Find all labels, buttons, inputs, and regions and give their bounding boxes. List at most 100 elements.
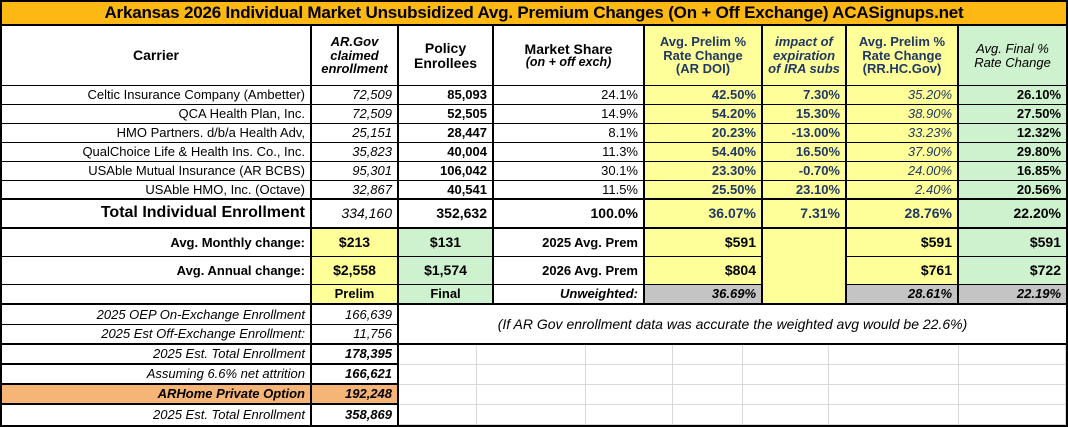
ira-impact: -13.00% [763, 124, 847, 143]
prelim-tag: Prelim [312, 285, 399, 305]
final-rate: 26.10% [959, 86, 1066, 105]
enrollment-row: 2025 Est. Total Enrollment 178,395 [2, 345, 399, 365]
prelim-rrhc-rate: 24.00% [847, 162, 959, 181]
argov-enrollment: 35,823 [312, 143, 399, 162]
prem-2025-final: $591 [959, 229, 1066, 257]
market-share: 11.3% [494, 143, 645, 162]
total-ardoi: 36.07% [645, 200, 763, 229]
ira-merged-cell [763, 229, 847, 257]
argov-enrollment: 72,509 [312, 86, 399, 105]
enrollment-mini-table: 2025 OEP On-Exchange Enrollment 166,639 … [2, 305, 399, 425]
policy-enrollees: 85,093 [399, 86, 494, 105]
arhome-value: 192,248 [312, 385, 399, 405]
policy-enrollees: 28,447 [399, 124, 494, 143]
unweighted-label: Unweighted: [494, 285, 645, 305]
carrier-name: Celtic Insurance Company (Ambetter) [2, 86, 312, 105]
col-header-prelim-rrhc: Avg. Prelim % Rate Change (RR.HC.Gov) [847, 26, 959, 86]
prelim-ardoi-rate: 54.40% [645, 143, 763, 162]
final-rate: 20.56% [959, 181, 1066, 200]
ira-merged-cell [763, 285, 847, 305]
policy-enrollees: 40,541 [399, 181, 494, 200]
carrier-row: USAble HMO, Inc. (Octave) 32,867 40,541 … [2, 181, 1066, 200]
enrollment-row: 2025 Est. Total Enrollment 358,869 [2, 405, 399, 425]
enrollment-label: Assuming 6.6% net attrition [2, 365, 312, 385]
unweighted-rrhc: 28.61% [847, 285, 959, 305]
col-header-final-rate: Avg. Final % Rate Change [959, 26, 1066, 86]
avg-monthly-prelim: $213 [312, 229, 399, 257]
market-share-sublabel: (on + off exch) [525, 55, 612, 70]
carrier-name: USAble HMO, Inc. (Octave) [2, 181, 312, 200]
prem-2025-rrhc: $591 [847, 229, 959, 257]
prelim-ardoi-rate: 42.50% [645, 86, 763, 105]
enrollment-label: 2025 OEP On-Exchange Enrollment [2, 305, 312, 325]
sheet-title: Arkansas 2026 Individual Market Unsubsid… [2, 2, 1066, 26]
carrier-name: QualChoice Life & Health Ins. Co., Inc. [2, 143, 312, 162]
enrollment-value: 166,621 [312, 365, 399, 385]
ira-impact: 15.30% [763, 105, 847, 124]
prelim-rrhc-rate: 38.90% [847, 105, 959, 124]
enrollment-row-arhome: ARHome Private Option 192,248 [2, 385, 399, 405]
avg-annual-label: Avg. Annual change: [2, 257, 312, 285]
carrier-row: Celtic Insurance Company (Ambetter) 72,5… [2, 86, 1066, 105]
enrollment-label: 2025 Est Off-Exchange Enrollment: [2, 325, 312, 345]
prelim-rrhc-rate: 35.20% [847, 86, 959, 105]
carrier-row: QualChoice Life & Health Ins. Co., Inc. … [2, 143, 1066, 162]
accuracy-note: (If AR Gov enrollment data was accurate … [399, 305, 1066, 345]
carrier-name: QCA Health Plan, Inc. [2, 105, 312, 124]
prelim-ardoi-rate: 23.30% [645, 162, 763, 181]
prelim-ardoi-rate: 54.20% [645, 105, 763, 124]
avg-annual-final: $1,574 [399, 257, 494, 285]
enrollment-value: 178,395 [312, 345, 399, 365]
avg-annual-row: Avg. Annual change: $2,558 $1,574 2026 A… [2, 257, 1066, 285]
enrollment-value: 358,869 [312, 405, 399, 425]
unweighted-final: 22.19% [959, 285, 1066, 305]
bottom-section: 2025 OEP On-Exchange Enrollment 166,639 … [2, 305, 1066, 425]
carrier-row: USAble Mutual Insurance (AR BCBS) 95,301… [2, 162, 1066, 181]
market-share: 11.5% [494, 181, 645, 200]
market-share: 14.9% [494, 105, 645, 124]
prelim-rrhc-rate: 37.90% [847, 143, 959, 162]
prem-2026-final: $722 [959, 257, 1066, 285]
col-header-argov-enrollment: AR.Gov claimed enrollment [312, 26, 399, 86]
prelim-rrhc-rate: 2.40% [847, 181, 959, 200]
enrollment-value: 166,639 [312, 305, 399, 325]
ira-merged-cell [763, 257, 847, 285]
col-header-market-share: Market Share (on + off exch) [494, 26, 645, 86]
prelim-rrhc-rate: 33.23% [847, 124, 959, 143]
policy-enrollees: 106,042 [399, 162, 494, 181]
market-share: 24.1% [494, 86, 645, 105]
unweighted-ardoi: 36.69% [645, 285, 763, 305]
total-rrhc: 28.76% [847, 200, 959, 229]
header-row: Carrier AR.Gov claimed enrollment Policy… [2, 26, 1066, 86]
prem-2025-ardoi: $591 [645, 229, 763, 257]
enrollment-row: Assuming 6.6% net attrition 166,621 [2, 365, 399, 385]
ira-impact: 16.50% [763, 143, 847, 162]
col-header-ira-impact: impact of expiration of IRA subs [763, 26, 847, 86]
ira-impact: 7.30% [763, 86, 847, 105]
ira-impact: -0.70% [763, 162, 847, 181]
total-argov: 334,160 [312, 200, 399, 229]
arhome-label: ARHome Private Option [2, 385, 312, 405]
prem-2025-label: 2025 Avg. Prem [494, 229, 645, 257]
ira-impact: 23.10% [763, 181, 847, 200]
enrollment-row: 2025 Est Off-Exchange Enrollment: 11,756 [2, 325, 399, 345]
enrollment-value: 11,756 [312, 325, 399, 345]
total-final: 22.20% [959, 200, 1066, 229]
enrollment-label: 2025 Est. Total Enrollment [2, 405, 312, 425]
total-share: 100.0% [494, 200, 645, 229]
empty-cell [2, 285, 312, 305]
prem-2026-ardoi: $804 [645, 257, 763, 285]
final-rate: 27.50% [959, 105, 1066, 124]
argov-enrollment: 95,301 [312, 162, 399, 181]
argov-enrollment: 72,509 [312, 105, 399, 124]
final-rate: 29.80% [959, 143, 1066, 162]
market-share: 8.1% [494, 124, 645, 143]
avg-monthly-final: $131 [399, 229, 494, 257]
col-header-carrier: Carrier [2, 26, 312, 86]
final-rate: 12.32% [959, 124, 1066, 143]
empty-grid [399, 345, 1066, 425]
carrier-name: HMO Partners. d/b/a Health Adv, [2, 124, 312, 143]
unweighted-row: Prelim Final Unweighted: 36.69% 28.61% 2… [2, 285, 1066, 305]
prem-2026-label: 2026 Avg. Prem [494, 257, 645, 285]
